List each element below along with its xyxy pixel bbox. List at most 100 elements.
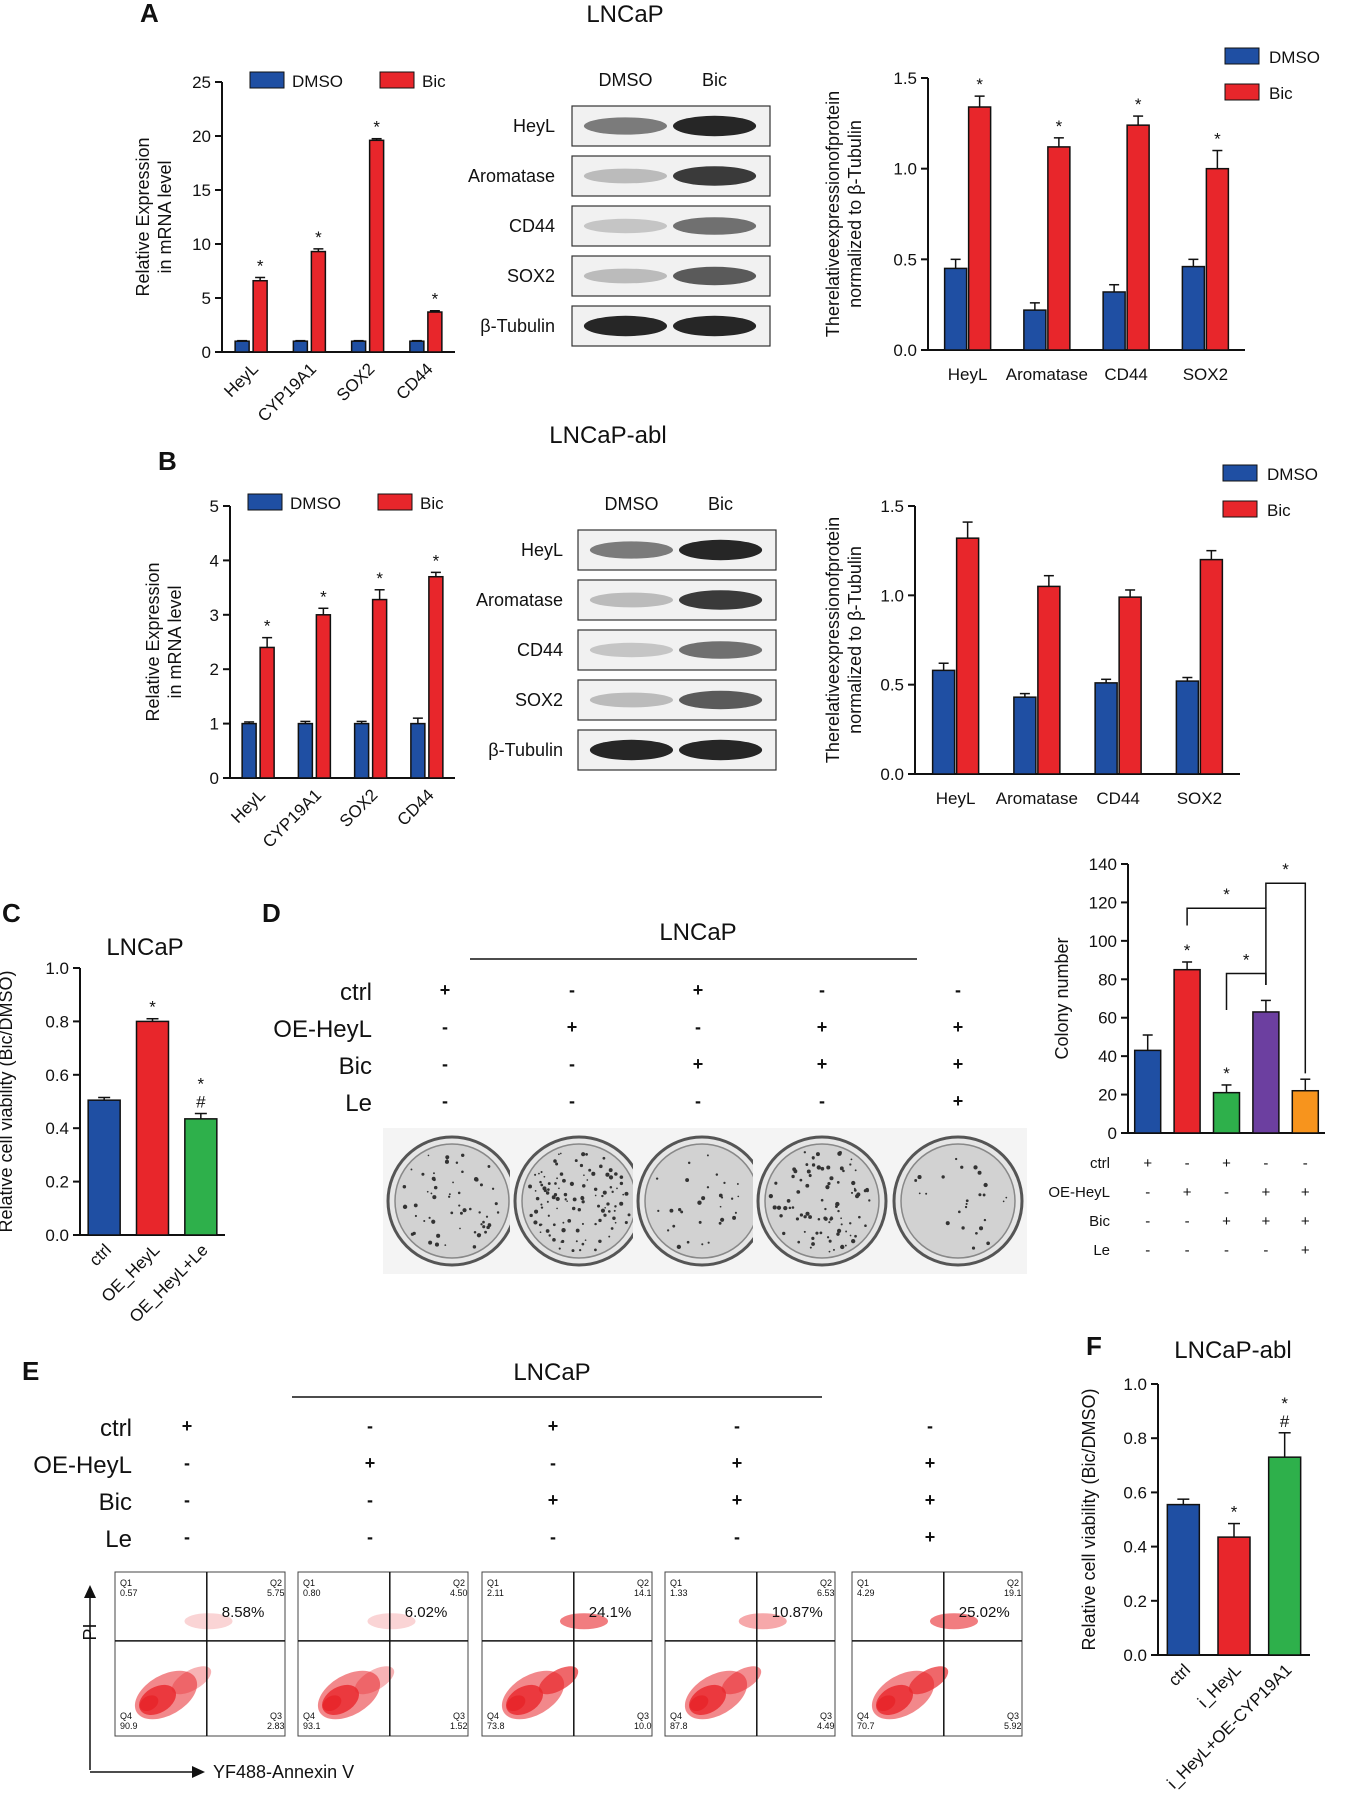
panel-e-title: LNCaP (513, 1359, 590, 1386)
colony-dot (614, 1172, 618, 1176)
colony-dot (978, 1193, 982, 1197)
quadrant-q2-value: 4.50 (450, 1588, 468, 1598)
quadrant-q3-label: Q3 (270, 1711, 282, 1721)
density-cloud (139, 1695, 159, 1712)
colony-dot (600, 1208, 606, 1213)
treatment-row-label: Le (105, 1526, 132, 1553)
bar-dmso (1023, 309, 1047, 351)
colony-dot (779, 1214, 783, 1218)
y-tick-label: 60 (1098, 1009, 1117, 1028)
culture-dish-inner (644, 1143, 760, 1259)
bar-bic (252, 279, 268, 353)
y-tick-label: 80 (1098, 970, 1117, 989)
colony-dot (622, 1193, 625, 1196)
colony-dot (462, 1208, 467, 1213)
colony-dot (613, 1209, 616, 1212)
colony-dot (978, 1226, 984, 1231)
treatment-sign: + (182, 1416, 193, 1436)
colony-dot (983, 1218, 987, 1222)
quadrant-q3-label: Q3 (1007, 1711, 1019, 1721)
bar-dmso (292, 340, 309, 353)
treatment-sign: + (925, 1490, 936, 1510)
colony-dot (402, 1204, 408, 1210)
density-cloud (171, 1666, 212, 1695)
colony-dot (553, 1159, 557, 1163)
comparison-bracket (1225, 972, 1267, 1011)
chart-b-protein: 0.0 0.5 1.0 1.5 Therelativeexpressionofprote… (823, 464, 1318, 808)
legend-label-bic: Bic (1269, 84, 1293, 103)
colony-dot (540, 1183, 544, 1187)
y-tick-label: 1.0 (1123, 1375, 1147, 1394)
colony-dot (836, 1232, 840, 1236)
bar-dmso (943, 267, 968, 351)
colony-dot (805, 1183, 810, 1188)
bar (1291, 1089, 1320, 1134)
quadrant-q4-value: 87.8 (670, 1721, 688, 1731)
colony-dot (528, 1184, 532, 1189)
colony-dot (829, 1176, 834, 1181)
density-cloud-upper (184, 1613, 233, 1630)
colony-dot (817, 1218, 821, 1221)
colony-dot (849, 1163, 852, 1166)
treatment-row-label: ctrl (340, 979, 372, 1006)
colony-dot (914, 1179, 918, 1182)
colony-dot (608, 1235, 611, 1238)
colony-dot (737, 1195, 740, 1198)
quadrant-q4-value: 70.7 (857, 1721, 875, 1731)
y-axis-label: Therelativeexpressionofprotein normalized… (823, 517, 865, 763)
panel-d-colony-dishes: LNCaP ctrl + - + - - OE-HeyL - + - + + Bic - - + + + Le - - - -… (273, 919, 1027, 1274)
bar-bic (1199, 558, 1224, 775)
treatment-sign: + (365, 1453, 376, 1473)
x-tick-label: CD44 (1096, 789, 1139, 808)
treatment-row-label: ctrl (100, 1415, 132, 1442)
colony-dot (868, 1199, 871, 1202)
blot-row-label: Aromatase (476, 590, 563, 610)
quadrant-q4-label: Q4 (857, 1711, 869, 1721)
quadrant-q4-label: Q4 (670, 1711, 682, 1721)
quadrant-q4-label: Q4 (487, 1711, 499, 1721)
comparison-significance: * (1243, 951, 1250, 970)
colony-dot (624, 1220, 628, 1225)
significance-mark: * (433, 551, 440, 570)
colony-dot (865, 1187, 869, 1192)
colony-dot (577, 1208, 581, 1212)
blot-row-label: SOX2 (507, 266, 555, 286)
colony-dot (445, 1155, 450, 1160)
y-tick-label: 1 (210, 715, 219, 734)
colony-dot (434, 1242, 440, 1247)
bar-dmso (931, 669, 956, 775)
treatment-sign: - (927, 1416, 933, 1436)
colony-dot (539, 1180, 542, 1184)
colony-dot (473, 1230, 477, 1234)
blot-band (583, 268, 668, 284)
treatment-sign: + (1301, 1184, 1310, 1201)
colony-dot (452, 1181, 454, 1184)
treatment-sign: + (567, 1017, 578, 1037)
colony-dot (832, 1248, 835, 1251)
x-arrow-head (192, 1766, 205, 1778)
colony-dot (835, 1205, 838, 1208)
y-axis-label: Therelativeexpressionofprotein normalized… (823, 91, 865, 337)
flow-y-label: PI (80, 1623, 100, 1640)
colony-dot (805, 1163, 809, 1166)
colony-dot (580, 1196, 585, 1201)
density-cloud (908, 1666, 949, 1695)
treatment-row-label: Le (1093, 1242, 1110, 1259)
colony-dot (816, 1165, 821, 1170)
colony-dot (808, 1215, 812, 1219)
colony-dot (534, 1173, 537, 1176)
legend-swatch-bic (379, 71, 415, 89)
colony-dot (538, 1172, 540, 1175)
y-axis-label: Relative Expression in mRNA level (143, 562, 185, 721)
density-cloud-upper (560, 1613, 608, 1630)
colony-dot (461, 1170, 464, 1174)
y-axis-label-line: Therelativeexpressionofprotein (823, 91, 843, 337)
y-tick-label: 5 (202, 289, 211, 308)
y-tick-label: 0.0 (1123, 1646, 1147, 1665)
colony-dot (803, 1215, 807, 1219)
colony-dot (413, 1203, 418, 1208)
y-axis-label-line: normalized to β-Tubulin (845, 546, 865, 734)
blot-row-label: HeyL (521, 540, 563, 560)
treatment-sign: + (548, 1490, 559, 1510)
